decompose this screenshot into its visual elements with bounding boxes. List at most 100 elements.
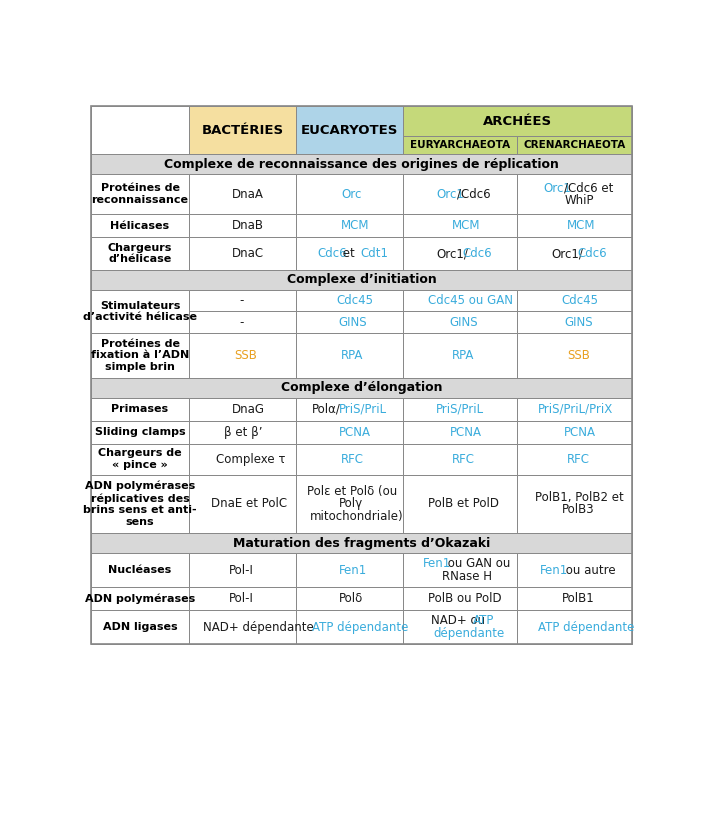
Text: PolB ou PolD: PolB ou PolD bbox=[428, 592, 502, 605]
Bar bbox=[91, 106, 632, 644]
Bar bbox=[517, 174, 632, 214]
Bar bbox=[517, 398, 632, 421]
Bar bbox=[517, 290, 632, 311]
Text: ou autre: ou autre bbox=[562, 563, 615, 577]
Text: β et β’: β et β’ bbox=[223, 426, 262, 439]
Text: Cdc6: Cdc6 bbox=[462, 247, 492, 260]
Bar bbox=[517, 444, 632, 475]
Text: RNase H: RNase H bbox=[441, 569, 491, 583]
Text: DnaC: DnaC bbox=[232, 247, 264, 260]
Text: GINS: GINS bbox=[338, 315, 367, 329]
Bar bbox=[189, 553, 296, 587]
Text: ADN ligases: ADN ligases bbox=[103, 622, 178, 632]
Text: CRENARCHAEOTA: CRENARCHAEOTA bbox=[524, 140, 626, 150]
Bar bbox=[296, 174, 403, 214]
Text: DnaG: DnaG bbox=[232, 403, 265, 415]
Bar bbox=[403, 214, 517, 237]
Bar bbox=[91, 270, 632, 290]
Text: PolB1, PolB2 et: PolB1, PolB2 et bbox=[535, 492, 624, 504]
Bar bbox=[189, 214, 296, 237]
Text: PCNA: PCNA bbox=[450, 426, 482, 439]
Bar bbox=[91, 475, 189, 533]
Bar bbox=[91, 421, 189, 444]
Text: Chargeurs de
« pince »: Chargeurs de « pince » bbox=[98, 448, 182, 470]
Text: Maturation des fragments d’Okazaki: Maturation des fragments d’Okazaki bbox=[233, 537, 490, 549]
Bar bbox=[517, 311, 632, 333]
Bar bbox=[91, 610, 189, 644]
Text: Protéines de
fixation à l’ADN
simple brin: Protéines de fixation à l’ADN simple bri… bbox=[91, 339, 189, 372]
Bar bbox=[296, 610, 403, 644]
Text: et: et bbox=[338, 247, 358, 260]
Text: EURYARCHAEOTA: EURYARCHAEOTA bbox=[410, 140, 510, 150]
Text: Orc1/: Orc1/ bbox=[436, 247, 468, 260]
Text: NAD+ dépendante: NAD+ dépendante bbox=[202, 620, 313, 634]
Text: NAD+ ou: NAD+ ou bbox=[431, 614, 489, 627]
Bar bbox=[189, 237, 296, 270]
Text: -: - bbox=[240, 315, 244, 329]
Text: Pol-I: Pol-I bbox=[229, 592, 254, 605]
Text: PolB3: PolB3 bbox=[562, 503, 594, 517]
Bar bbox=[403, 333, 517, 378]
Text: DnaB: DnaB bbox=[232, 219, 264, 232]
Bar bbox=[189, 475, 296, 533]
Bar bbox=[517, 475, 632, 533]
Bar bbox=[296, 444, 403, 475]
Text: RFC: RFC bbox=[341, 452, 364, 466]
Bar bbox=[91, 587, 189, 610]
Text: WhiP: WhiP bbox=[564, 194, 594, 206]
Bar bbox=[517, 237, 632, 270]
Bar bbox=[296, 475, 403, 533]
Bar bbox=[91, 106, 189, 154]
Bar bbox=[91, 398, 189, 421]
Bar bbox=[91, 533, 632, 553]
Bar bbox=[91, 378, 632, 398]
Bar bbox=[189, 610, 296, 644]
Bar bbox=[403, 475, 517, 533]
Text: Nucléases: Nucléases bbox=[109, 565, 172, 575]
Bar bbox=[403, 237, 517, 270]
Text: Orc: Orc bbox=[341, 188, 362, 201]
Bar bbox=[91, 333, 189, 378]
Bar bbox=[296, 398, 403, 421]
Text: Protéines de
reconnaissance: Protéines de reconnaissance bbox=[92, 183, 188, 205]
Text: BACTÉRIES: BACTÉRIES bbox=[202, 124, 283, 137]
Bar bbox=[403, 553, 517, 587]
Bar bbox=[189, 174, 296, 214]
Text: EUCARYOTES: EUCARYOTES bbox=[300, 124, 398, 137]
Bar bbox=[296, 106, 403, 154]
Bar bbox=[403, 444, 517, 475]
Text: Cdc45: Cdc45 bbox=[562, 294, 599, 307]
Text: ADN polymérases: ADN polymérases bbox=[85, 594, 195, 604]
Text: Cdc6: Cdc6 bbox=[577, 247, 607, 260]
Bar bbox=[296, 214, 403, 237]
Text: RFC: RFC bbox=[567, 452, 590, 466]
Bar bbox=[296, 237, 403, 270]
Text: Polδ: Polδ bbox=[338, 592, 363, 605]
Bar bbox=[189, 290, 296, 311]
Text: ATP dépendante: ATP dépendante bbox=[312, 620, 408, 634]
Bar bbox=[189, 311, 296, 333]
Text: Polε et Polδ (ou: Polε et Polδ (ou bbox=[307, 485, 397, 498]
Bar bbox=[189, 106, 296, 154]
Text: MCM: MCM bbox=[341, 219, 370, 232]
Text: Orc1: Orc1 bbox=[436, 188, 464, 201]
Text: Cdc45 ou GAN: Cdc45 ou GAN bbox=[428, 294, 513, 307]
Bar bbox=[517, 553, 632, 587]
Bar bbox=[189, 398, 296, 421]
Text: Polα/: Polα/ bbox=[312, 403, 341, 415]
Text: PolB et PolD: PolB et PolD bbox=[428, 497, 499, 510]
Bar bbox=[91, 444, 189, 475]
Bar bbox=[403, 135, 517, 154]
Text: Complexe d’élongation: Complexe d’élongation bbox=[281, 381, 443, 394]
Bar bbox=[517, 135, 632, 154]
Bar bbox=[189, 587, 296, 610]
Bar bbox=[91, 214, 189, 237]
Text: Cdc45: Cdc45 bbox=[336, 294, 373, 307]
Text: RPA: RPA bbox=[452, 349, 474, 362]
Text: dépendante: dépendante bbox=[434, 627, 505, 640]
Text: /Cdc6 et: /Cdc6 et bbox=[564, 181, 613, 195]
Bar bbox=[517, 587, 632, 610]
Text: Complexe d’initiation: Complexe d’initiation bbox=[287, 273, 436, 286]
Bar bbox=[296, 553, 403, 587]
Text: SSB: SSB bbox=[567, 349, 590, 362]
